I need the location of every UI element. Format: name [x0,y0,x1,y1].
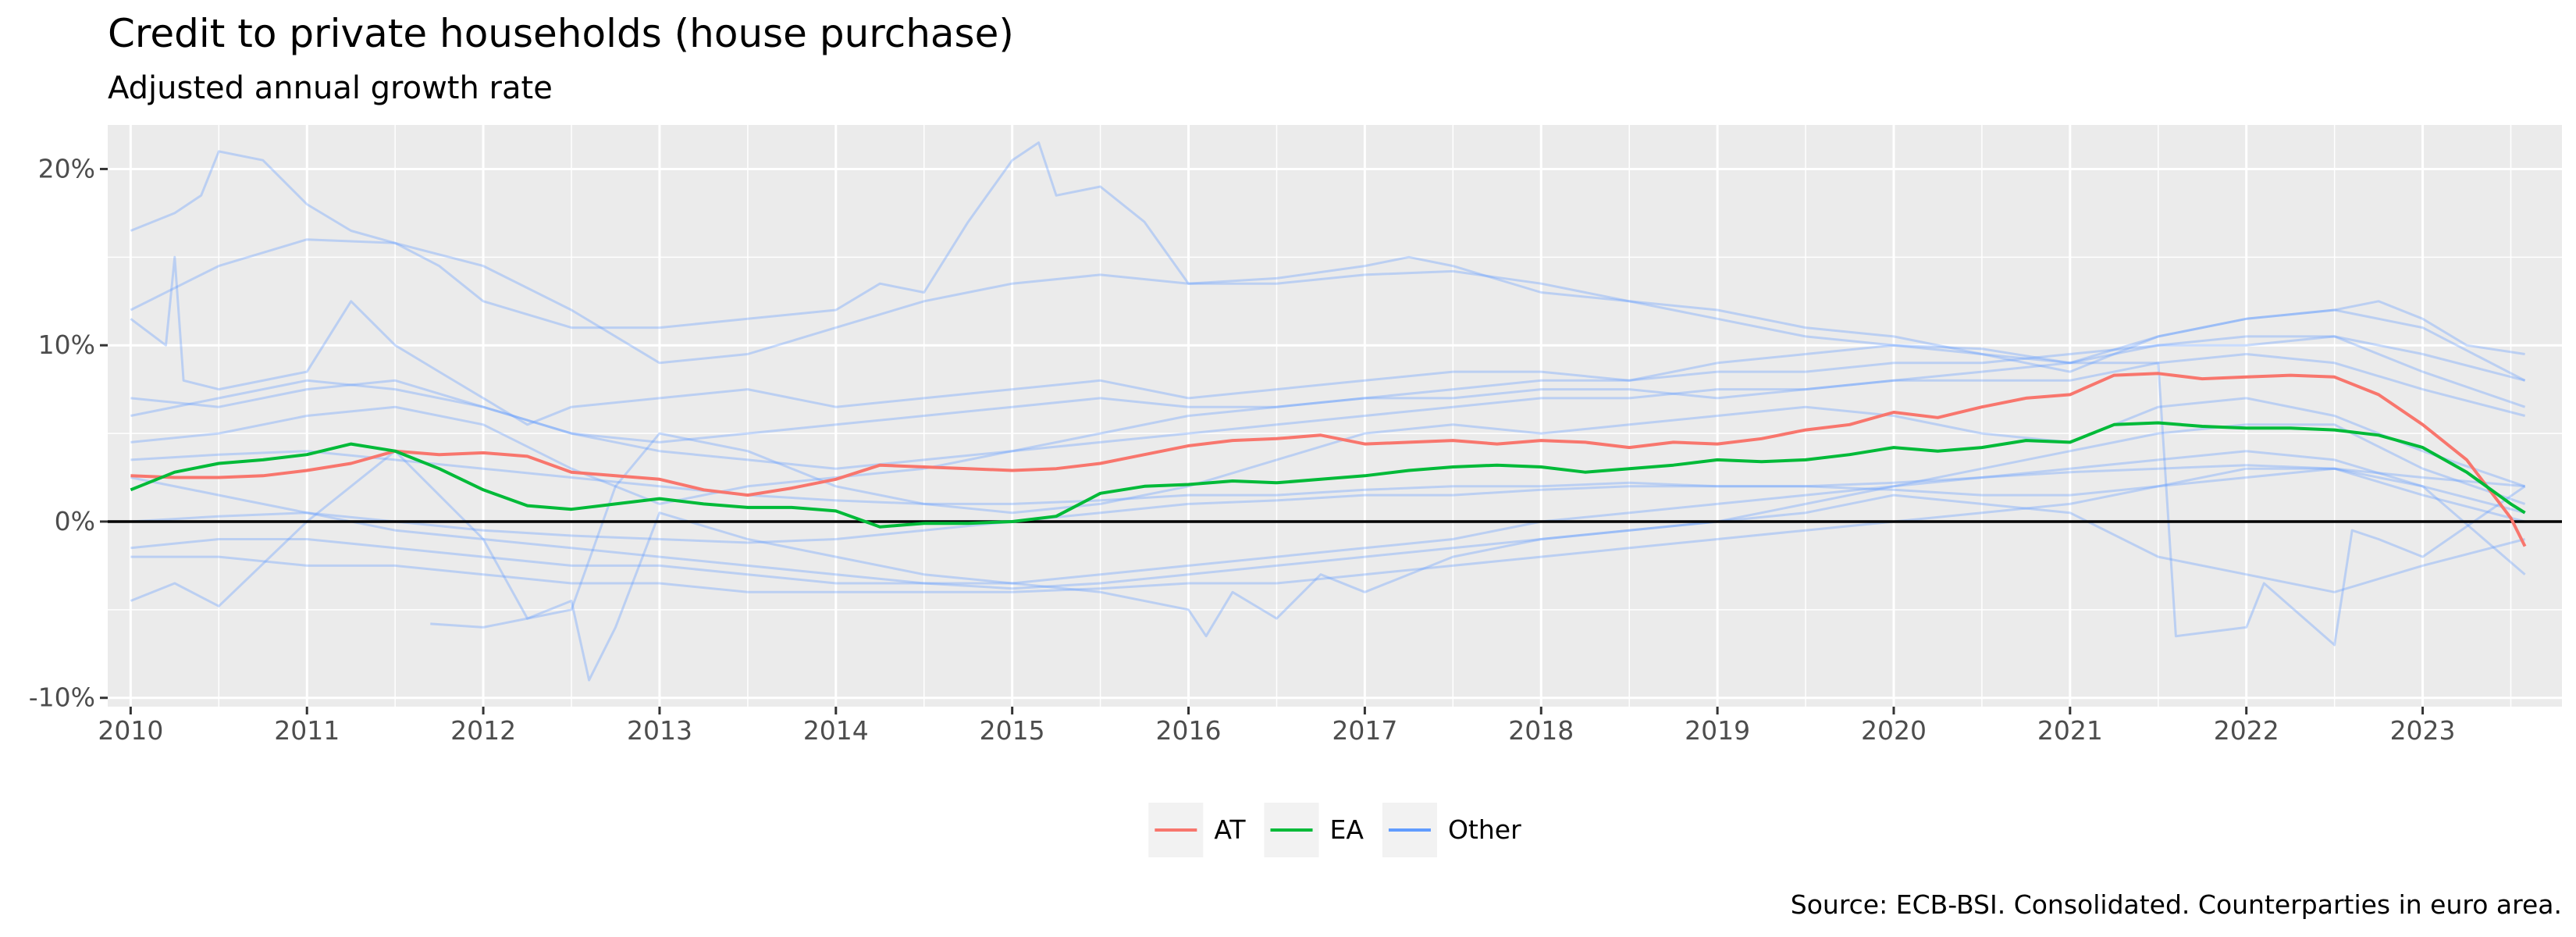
x-tick-label: 2021 [2037,715,2103,746]
y-tick-label: -10% [29,682,95,713]
plot-panel [108,125,2562,707]
legend-label: AT [1214,814,1246,845]
other-series-line [130,362,2526,647]
legend: AT EA Other [1148,803,1521,857]
other-series-line [130,464,2525,544]
chart-title: Credit to private households (house purc… [108,11,1014,56]
other-series-line [130,423,2526,590]
legend-item-other: Other [1382,803,1521,857]
other-series-line [130,238,2526,382]
legend-item-ea: EA [1264,803,1364,857]
other-series-line [130,335,2526,444]
y-tick-label: 10% [38,330,95,360]
x-tick-label: 2012 [450,715,516,746]
x-tick-label: 2018 [1508,715,1574,746]
x-tick-label: 2017 [1332,715,1397,746]
legend-label: Other [1448,814,1521,845]
x-tick-label: 2011 [274,715,340,746]
x-tick-label: 2014 [803,715,869,746]
x-tick-label: 2015 [980,715,1045,746]
other-series-line [430,493,2525,682]
ea-series-line [130,421,2526,529]
x-axis: 2010 2011 2012 2013 2014 2015 2016 2017 2018 2019… [98,707,2456,746]
plot-background [108,125,2562,707]
other-series-line [130,141,2525,373]
other-series-line [130,450,2525,505]
x-tick-label: 2020 [1861,715,1927,746]
x-tick-label: 2010 [98,715,163,746]
x-tick-label: 2023 [2390,715,2456,746]
other-series-line [130,353,2525,505]
chart-caption: Source: ECB-BSI. Consolidated. Counterpa… [1791,889,2562,920]
legend-item-at: AT [1148,803,1246,857]
x-tick-label: 2013 [627,715,692,746]
other-series-line [130,255,2525,426]
x-tick-label: 2022 [2214,715,2279,746]
at-series-line [130,372,2527,547]
other-series-line [130,467,2525,593]
y-tick-label: 0% [55,506,95,536]
x-tick-label: 2019 [1685,715,1750,746]
x-tick-label: 2016 [1156,715,1222,746]
legend-label: EA [1330,814,1364,845]
y-tick-label: 20% [38,153,95,183]
y-axis: -10% 0% 10% 20% [29,153,108,713]
other-series-line [130,450,2526,585]
chart-subtitle: Adjusted annual growth rate [108,70,553,106]
